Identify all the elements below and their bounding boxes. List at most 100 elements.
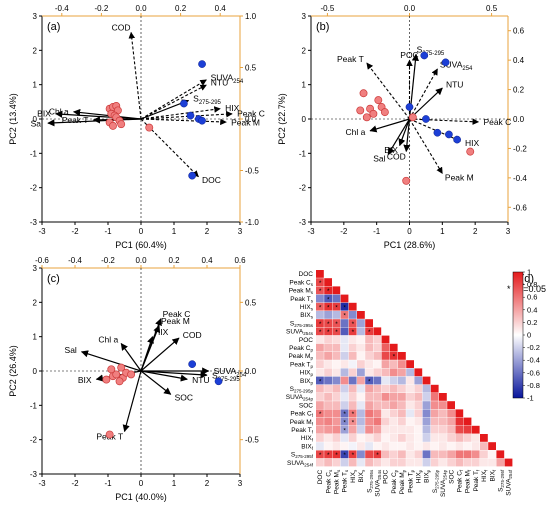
heatmap-cell	[439, 450, 447, 459]
loading-vector	[409, 87, 443, 120]
top-tick-label: 0.2	[168, 256, 180, 265]
heatmap-cell	[373, 417, 382, 426]
right-tick-label: 0.5	[245, 298, 257, 307]
vector-label: Peak C	[163, 309, 191, 319]
heatmap-cell	[348, 343, 357, 352]
heatmap-cell	[406, 376, 414, 385]
x-tick-label: 2	[205, 479, 210, 488]
vector-label: HIX	[154, 327, 169, 337]
heatmap-cell	[348, 401, 357, 409]
row-label: BIXf	[301, 443, 313, 451]
heatmap-cell	[381, 335, 390, 344]
x-tick-label: -2	[71, 479, 79, 488]
right-tick-label: 0.6	[513, 27, 525, 36]
right-tick-label: 0.0	[245, 367, 257, 376]
row-label: SOC	[299, 402, 313, 409]
loading-vector	[140, 370, 208, 379]
heatmap-cell	[357, 368, 365, 377]
x-axis-title: PC1 (40.0%)	[115, 492, 167, 502]
heatmap-cell	[471, 425, 480, 434]
right-tick-label: -0.5	[245, 436, 259, 445]
heatmap-cell	[463, 458, 472, 467]
column-label: S275-295s	[366, 469, 374, 493]
heatmap-cell	[480, 458, 488, 467]
heatmap-cell	[324, 278, 332, 286]
heatmap-cell	[455, 434, 464, 442]
heatmap-cell	[447, 401, 455, 409]
heatmap-cell	[365, 319, 373, 327]
heatmap-cell	[422, 401, 431, 409]
significance-star: *	[327, 321, 330, 328]
heatmap-cell	[373, 458, 382, 467]
heatmap-cell	[357, 425, 365, 434]
heatmap-cell	[340, 360, 349, 368]
y-tick-label: 3	[33, 12, 38, 21]
heatmap-cell	[389, 409, 398, 418]
heatmap-cell	[340, 368, 349, 377]
sample-point-red	[356, 106, 365, 115]
heatmap-cell	[430, 458, 439, 467]
sample-point-blue	[422, 115, 430, 123]
heatmap-cell	[414, 401, 423, 409]
heatmap-cell	[357, 319, 365, 327]
heatmap-cell	[340, 335, 349, 344]
row-label: SUVA254f	[287, 460, 314, 468]
column-label: DOC	[317, 470, 324, 485]
heatmap-cell	[324, 442, 332, 450]
heatmap-cell	[365, 393, 373, 401]
heatmap-cell	[496, 450, 505, 459]
sample-point-blue	[441, 58, 450, 67]
vector-label: SUVA254	[214, 366, 247, 379]
significance-star: *	[327, 305, 330, 312]
heatmap-cell	[430, 417, 439, 426]
heatmap-cell	[406, 417, 414, 426]
heatmap-cell	[332, 409, 341, 418]
heatmap-cell	[340, 352, 349, 360]
heatmap-cell	[365, 376, 373, 385]
top-tick-label: -0.2	[101, 256, 115, 265]
heatmap-cell	[324, 450, 332, 459]
heatmap-cell	[340, 393, 349, 401]
vector-label: Peak M	[445, 173, 474, 183]
heatmap-cell	[422, 417, 431, 426]
column-label: Peak Mp	[399, 469, 407, 494]
colorbar-tick-label: -0.2	[527, 343, 540, 352]
loading-vector	[140, 118, 227, 126]
heatmap-cell	[316, 376, 324, 385]
heatmap-cell	[316, 425, 324, 434]
heatmap-cell	[348, 335, 357, 344]
heatmap-cell	[316, 360, 324, 368]
heatmap-cell	[471, 450, 480, 459]
heatmap-cell	[365, 335, 373, 344]
x-tick-label: -1	[104, 479, 112, 488]
sample-point-red	[380, 108, 389, 117]
heatmap-cell	[471, 458, 480, 467]
loading-vector	[409, 118, 443, 175]
heatmap-cell	[365, 458, 373, 467]
heatmap-cell	[389, 458, 398, 467]
vector-label: HIX	[465, 138, 480, 148]
sample-point-red	[127, 370, 136, 379]
y-axis-title: PC2 (26.4%)	[8, 345, 18, 397]
heatmap-cell	[324, 409, 332, 418]
vector-label: NTU	[446, 80, 463, 90]
heatmap-cell	[381, 352, 390, 360]
row-label: Peak Tf	[291, 427, 313, 435]
heatmap-cell	[463, 450, 472, 459]
heatmap-cell	[348, 393, 357, 401]
heatmap-cell	[389, 442, 398, 450]
y-tick-label: 0	[33, 367, 38, 376]
heatmap-cell	[340, 425, 349, 434]
heatmap-cell	[340, 327, 349, 336]
heatmap-cell	[422, 384, 431, 393]
loading-vector	[140, 106, 221, 120]
y-tick-label: 3	[302, 12, 307, 21]
x-tick-label: -3	[307, 227, 315, 236]
sample-point-red	[145, 123, 154, 132]
top-tick-label: 0.0	[135, 4, 147, 13]
significance-star: *	[343, 313, 346, 320]
heatmap-cell	[398, 425, 406, 434]
heatmap-cell	[332, 352, 341, 360]
loading-vector	[140, 370, 188, 382]
